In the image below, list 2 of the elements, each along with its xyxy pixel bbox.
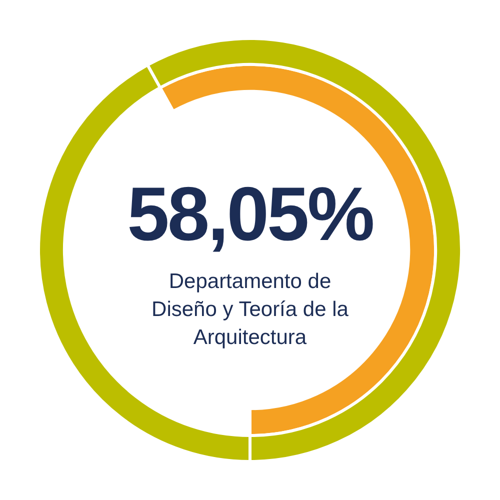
text: Departamento de Diseño y Teoría de la Arquitectura [150, 269, 350, 351]
data-label: 58,05% [126, 171, 374, 259]
